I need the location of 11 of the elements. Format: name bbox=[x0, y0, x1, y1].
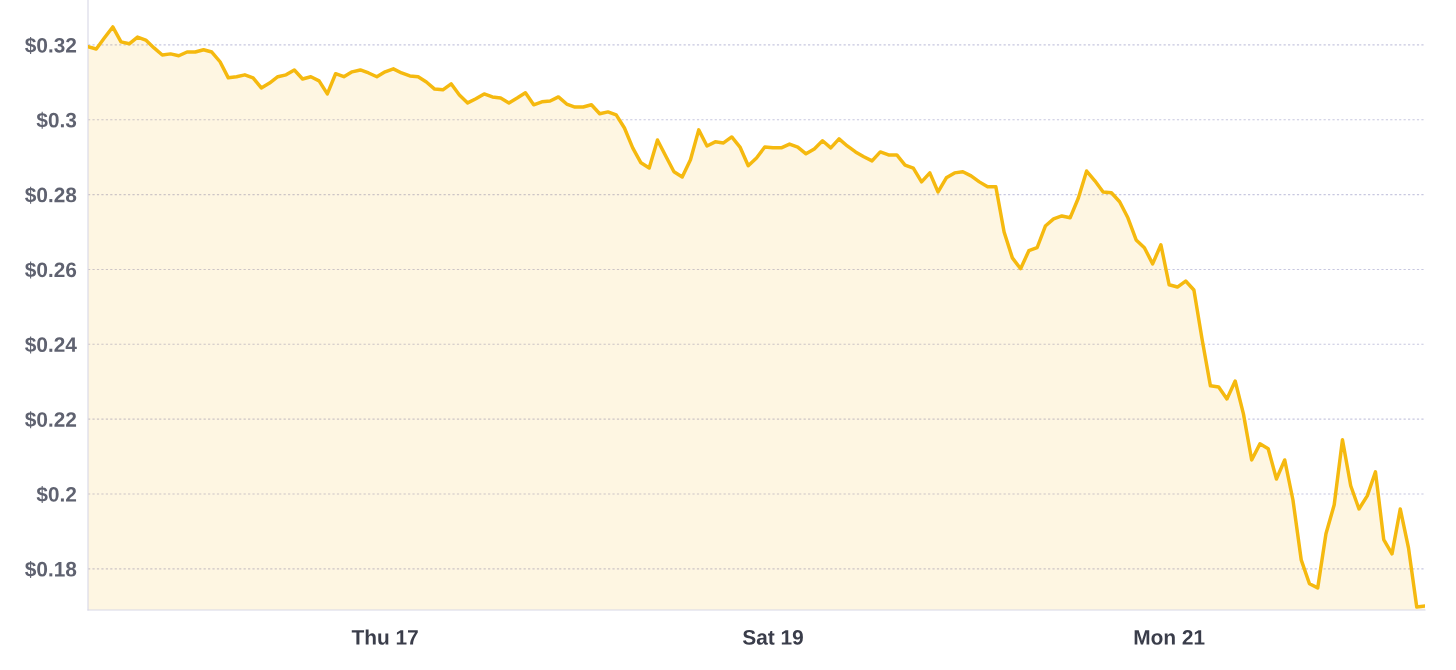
y-tick-label: $0.22 bbox=[25, 411, 77, 429]
x-tick-label: Sat 19 bbox=[742, 629, 803, 645]
x-tick-label: Thu 17 bbox=[351, 629, 418, 645]
y-tick-label: $0.24 bbox=[25, 336, 77, 354]
y-tick-label: $0.3 bbox=[36, 111, 77, 129]
y-tick-label: $0.18 bbox=[25, 560, 77, 578]
y-tick-label: $0.2 bbox=[36, 486, 77, 504]
y-tick-label: $0.28 bbox=[25, 186, 77, 204]
y-tick-label: $0.32 bbox=[25, 36, 77, 54]
x-tick-label: Mon 21 bbox=[1134, 629, 1205, 645]
y-tick-label: $0.26 bbox=[25, 261, 77, 279]
